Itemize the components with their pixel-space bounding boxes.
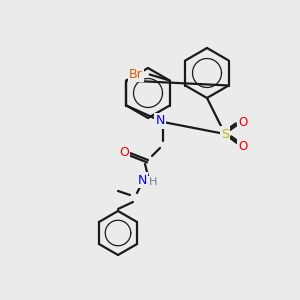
Text: Br: Br xyxy=(129,68,142,81)
Text: N: N xyxy=(155,115,165,128)
Text: O: O xyxy=(119,146,129,160)
Text: O: O xyxy=(238,140,247,152)
Text: S: S xyxy=(221,128,229,140)
Text: N: N xyxy=(137,173,147,187)
Text: H: H xyxy=(149,177,157,187)
Text: O: O xyxy=(238,116,247,128)
